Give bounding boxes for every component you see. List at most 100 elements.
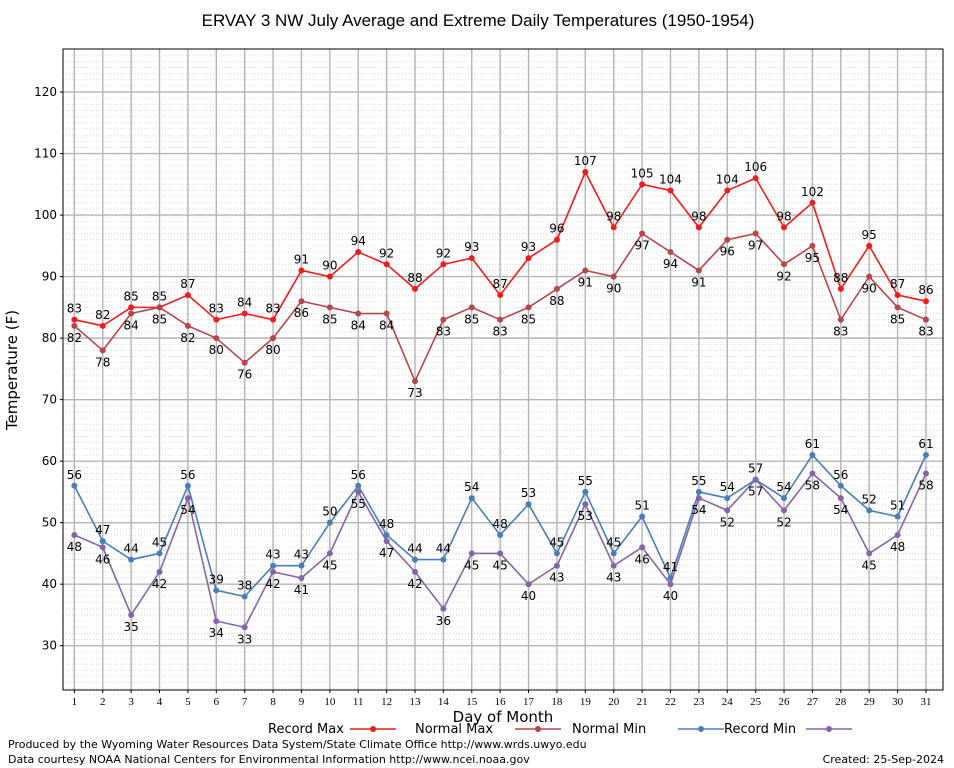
record-min-data-label: 42 [407, 577, 422, 591]
record-max-point [582, 169, 589, 176]
data-labels: 83 82 85 85 87 83 84 83 91 90 94 92 88 92 93 87 93 96 107 9… [67, 154, 934, 646]
record-min-data-label: 52 [720, 515, 735, 529]
record-min-point [440, 605, 447, 612]
normal-min-data-label: 38 [237, 578, 252, 592]
y-tick-label: 110 [34, 147, 57, 161]
record-min-point [241, 624, 248, 631]
record-max-data-label: 96 [549, 222, 564, 236]
normal-max-point [99, 347, 106, 354]
record-min-point [412, 568, 418, 575]
record-min-data-label: 40 [663, 589, 678, 603]
record-min-point [156, 568, 163, 575]
normal-min-point [695, 488, 702, 495]
x-tick-label: 27 [807, 696, 819, 708]
normal-min-data-label: 61 [918, 437, 933, 451]
normal-max-point [582, 267, 589, 274]
x-tick-label: 22 [665, 696, 676, 708]
normal-min-data-label: 56 [180, 468, 195, 482]
x-tick-label: 2 [100, 696, 106, 708]
y-tick-label: 50 [42, 516, 57, 530]
normal-min-point [184, 482, 191, 489]
created-date: Created: 25-Sep-2024 [822, 753, 944, 766]
x-tick-label: 13 [410, 696, 422, 708]
normal-min-point [99, 538, 106, 545]
record-min-point [71, 531, 78, 538]
normal-min-point [156, 550, 163, 557]
record-max-data-label: 106 [744, 160, 767, 174]
record-min-data-label: 47 [379, 546, 394, 560]
legend: Record Max Normal Max Normal Min Record Min [268, 722, 852, 737]
normal-min-data-label: 56 [67, 468, 82, 482]
legend-marker-normal-max [535, 726, 541, 732]
x-tick-label: 10 [324, 696, 336, 708]
record-min-data-label: 52 [776, 515, 791, 529]
record-min-data-label: 45 [322, 558, 337, 572]
normal-max-point [241, 359, 248, 366]
normal-max-data-label: 88 [549, 294, 564, 308]
normal-min-data-label: 56 [351, 468, 366, 482]
normal-min-point [525, 501, 532, 508]
record-max-data-label: 83 [209, 302, 224, 316]
normal-min-data-label: 57 [748, 462, 763, 476]
normal-max-point [837, 316, 844, 323]
normal-max-point [326, 304, 333, 311]
record-max-data-label: 88 [407, 271, 422, 285]
record-max-point [241, 310, 248, 317]
record-max-point [497, 292, 504, 299]
x-tick-label: 9 [299, 696, 305, 708]
normal-min-point [128, 556, 135, 563]
normal-max-point [922, 316, 929, 323]
normal-min-point [553, 550, 560, 557]
record-min-data-label: 58 [805, 478, 820, 492]
normal-max-point [383, 310, 390, 317]
record-max-data-label: 86 [918, 283, 933, 297]
record-min-data-label: 55 [351, 497, 366, 511]
record-max-data-label: 92 [379, 246, 394, 260]
record-max-point [781, 224, 788, 231]
normal-min-point [468, 495, 475, 502]
record-min-point [922, 470, 929, 477]
normal-max-point [440, 316, 447, 323]
record-max-data-label: 90 [322, 259, 337, 273]
record-max-point [695, 224, 702, 231]
x-tick-label: 26 [779, 696, 791, 708]
record-min-point [326, 550, 333, 557]
normal-max-data-label: 85 [890, 312, 905, 326]
credit-line-2: Data courtesy NOAA National Centers for … [8, 753, 530, 766]
normal-max-point [695, 267, 702, 274]
normal-min-point [781, 495, 788, 502]
record-min-point [525, 581, 532, 588]
legend-label-normal-min: Normal Min [572, 722, 646, 737]
record-max-data-label: 105 [631, 166, 654, 180]
normal-max-data-label: 80 [265, 343, 280, 357]
normal-max-data-label: 84 [351, 319, 366, 333]
normal-min-point [894, 513, 901, 520]
normal-min-data-label: 53 [521, 486, 536, 500]
normal-min-data-label: 39 [209, 572, 224, 586]
record-min-data-label: 45 [464, 558, 479, 572]
record-max-data-label: 98 [606, 209, 621, 223]
record-min-point [213, 618, 220, 625]
normal-min-point [383, 531, 390, 538]
record-min-point [355, 488, 362, 495]
x-tick-label: 15 [466, 696, 478, 708]
record-min-point [582, 501, 589, 508]
normal-min-point [809, 452, 816, 459]
normal-max-data-label: 85 [322, 312, 337, 326]
record-max-data-label: 93 [464, 240, 479, 254]
x-tick-label: 18 [551, 696, 563, 708]
record-max-data-label: 94 [351, 234, 366, 248]
record-max-data-label: 91 [294, 252, 309, 266]
x-tick-label: 3 [128, 696, 134, 708]
record-max-point [355, 249, 362, 256]
normal-max-point [639, 230, 646, 237]
normal-min-data-label: 51 [634, 499, 649, 513]
record-max-point [71, 316, 78, 323]
normal-min-data-label: 55 [691, 474, 706, 488]
record-max-data-label: 92 [436, 246, 451, 260]
record-min-point [610, 562, 617, 569]
normal-min-data-label: 56 [833, 468, 848, 482]
normal-min-data-label: 51 [890, 499, 905, 513]
normal-max-data-label: 90 [862, 282, 877, 296]
